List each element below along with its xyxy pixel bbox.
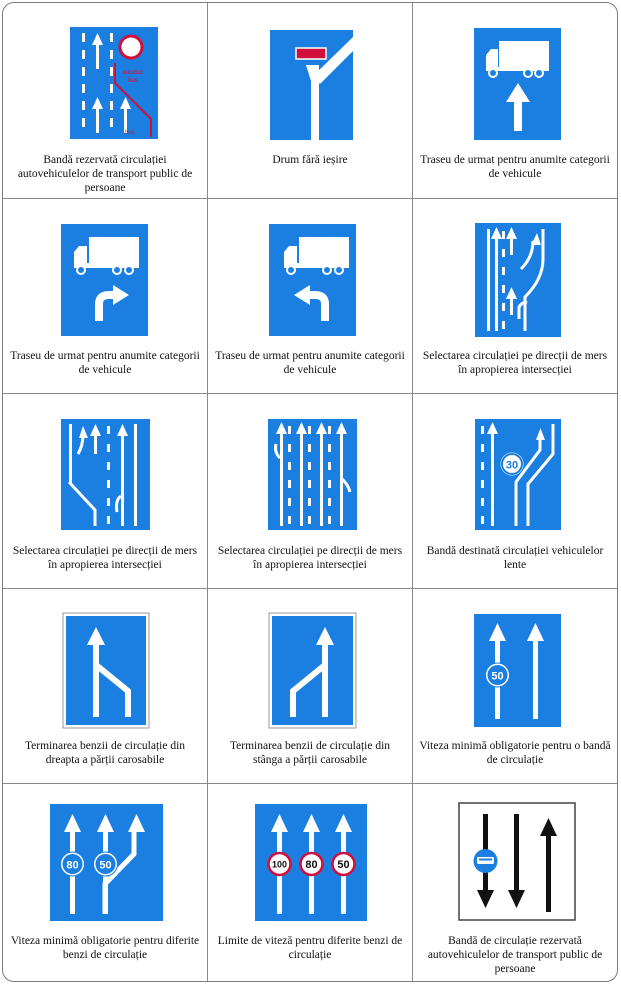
sign-cell: 30 Bandă destinată circulației vehiculel… <box>413 394 617 589</box>
grid-divider <box>3 393 617 394</box>
svg-text:100: 100 <box>272 860 287 870</box>
svg-text:autobuz: autobuz <box>122 70 143 76</box>
sign-cell: Drum fără ieșire <box>208 3 412 198</box>
sign-caption: Drum fără ieșire <box>272 154 348 166</box>
svg-text:30: 30 <box>506 460 518 472</box>
minimum-speed-lane-sign-icon: 50 <box>474 614 561 727</box>
sign-caption: Terminarea benzii de circulație din drea… <box>24 740 186 766</box>
sign-cell: Selectarea circulației pe direcții de me… <box>3 394 207 589</box>
sign-cell: 50 Viteza minimă obligatorie pentru o ba… <box>413 589 617 784</box>
speed-limit-lanes-sign-icon: 100 80 50 <box>255 804 367 921</box>
sign-cell: Selectarea circulației pe direcții de me… <box>208 394 412 589</box>
sign-caption: Traseu de urmat pentru anumite categorii… <box>215 350 405 376</box>
sign-cell: Traseu de urmat pentru anumite categorii… <box>3 199 207 394</box>
sign-caption: Traseu de urmat pentru anumite categorii… <box>10 350 200 376</box>
bus-lane-sign-icon: autobuz bus bus <box>70 27 158 139</box>
contraflow-bus-lane-sign-icon <box>458 802 576 921</box>
sign-cell: 100 80 50 Limite de viteză pentru diferi… <box>208 784 412 979</box>
sign-caption: Bandă rezervată circulației autovehicule… <box>17 154 193 194</box>
right-lane-ends-sign-icon <box>62 612 150 729</box>
svg-text:50: 50 <box>337 859 349 871</box>
grid-divider <box>3 588 617 589</box>
svg-text:bus: bus <box>128 78 138 84</box>
sign-cell: autobuz bus bus Bandă rezervată circulaț… <box>3 3 207 198</box>
truck-route-right-sign-icon <box>61 224 148 336</box>
truck-route-straight-sign-icon <box>474 28 561 140</box>
grid-divider <box>3 198 617 199</box>
sign-cell: Bandă de circulație rezervată autovehicu… <box>413 784 617 979</box>
sign-cell: Traseu de urmat pentru anumite categorii… <box>208 199 412 394</box>
sign-caption: Viteza minimă obligatorie pentru o bandă… <box>419 740 611 766</box>
lane-selection-sign-icon <box>61 419 150 530</box>
lane-selection-sign-icon <box>475 223 561 337</box>
sign-caption: Selectarea circulației pe direcții de me… <box>217 545 403 571</box>
svg-text:80: 80 <box>66 860 78 872</box>
sign-cell: Traseu de urmat pentru anumite categorii… <box>413 3 617 198</box>
sign-caption: Selectarea circulației pe direcții de me… <box>422 350 608 376</box>
sign-caption: Traseu de urmat pentru anumite categorii… <box>420 154 610 180</box>
minimum-speed-lanes-sign-icon: 80 50 <box>50 804 163 921</box>
grid-divider <box>412 3 413 981</box>
svg-text:bus: bus <box>125 130 135 136</box>
sign-caption: Viteza minimă obligatorie pentru diferit… <box>10 935 200 961</box>
svg-text:50: 50 <box>99 860 111 872</box>
sign-caption: Terminarea benzii de circulație din stân… <box>229 740 391 766</box>
sign-cell: 80 50 Viteza minimă obligatorie pentru d… <box>3 784 207 979</box>
sign-caption: Bandă destinată circulației vehiculelor … <box>426 545 604 571</box>
dead-end-road-sign-icon <box>270 30 353 140</box>
svg-text:80: 80 <box>305 859 317 871</box>
left-lane-ends-sign-icon <box>268 612 357 729</box>
truck-route-left-sign-icon <box>269 224 356 336</box>
grid-divider <box>207 3 208 981</box>
slow-vehicles-lane-sign-icon: 30 <box>475 419 561 530</box>
sign-cell: Terminarea benzii de circulație din stân… <box>208 589 412 784</box>
grid-divider <box>3 783 617 784</box>
sign-caption: Bandă de circulație rezervată autovehicu… <box>427 935 603 975</box>
sign-cell: Terminarea benzii de circulație din drea… <box>3 589 207 784</box>
sign-caption: Selectarea circulației pe direcții de me… <box>12 545 198 571</box>
sign-caption: Limite de viteză pentru diferite benzi d… <box>217 935 403 961</box>
svg-text:50: 50 <box>491 671 503 683</box>
lane-selection-sign-icon <box>268 419 357 530</box>
sign-cell: Selectarea circulației pe direcții de me… <box>413 199 617 394</box>
